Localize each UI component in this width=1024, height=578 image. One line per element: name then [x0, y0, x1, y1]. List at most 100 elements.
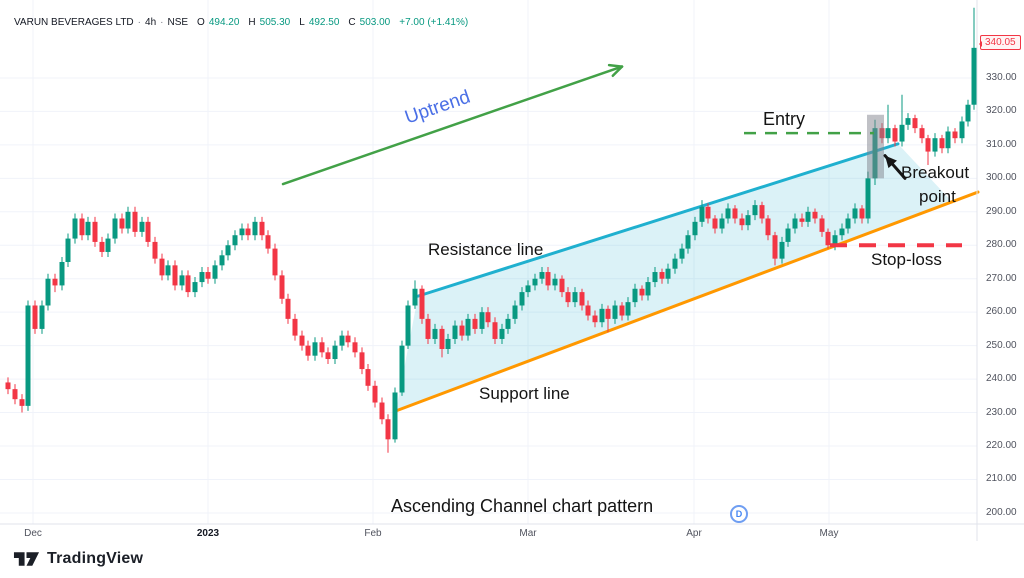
time-axis-label: Mar — [519, 528, 537, 539]
entry-label[interactable]: Entry — [763, 109, 806, 129]
candle-body — [825, 231, 831, 246]
candle-body — [805, 211, 811, 222]
tradingview-logo[interactable]: TradingView — [13, 548, 143, 570]
candle-body — [919, 128, 925, 139]
candle-body — [225, 245, 231, 256]
change-value: +7.00 (+1.41%) — [399, 17, 469, 28]
candle-body — [139, 221, 145, 232]
candle-body — [92, 221, 98, 242]
candle-body — [419, 288, 425, 319]
candle-body — [719, 218, 725, 229]
candle-body — [499, 328, 505, 339]
candle-body — [792, 218, 798, 229]
breakout-arrow-head — [885, 155, 897, 169]
candle-body — [685, 235, 691, 249]
candle-body — [65, 238, 71, 262]
candle-body — [752, 205, 758, 216]
candle-body — [559, 278, 565, 293]
candle-body — [5, 382, 11, 390]
candle-body — [632, 288, 638, 303]
price-axis-label: 220.00 — [986, 440, 1017, 452]
candle-body — [579, 292, 585, 306]
candle-body — [159, 258, 165, 276]
pattern-title: Ascending Channel chart pattern — [391, 496, 654, 516]
stop-loss-label[interactable]: Stop-loss — [871, 250, 942, 269]
high-value: 505.30 — [259, 17, 291, 28]
symbol-name[interactable]: VARUN BEVERAGES LTD — [14, 17, 134, 28]
tradingview-logo-icon — [13, 552, 40, 566]
interval-label[interactable]: 4h — [145, 17, 157, 28]
candle-body — [932, 138, 938, 152]
candle-body — [119, 218, 125, 229]
candle-body — [392, 392, 398, 440]
candle-body — [845, 218, 851, 229]
breakout-label-line2: point — [919, 187, 956, 206]
breakout-highlight-box — [867, 114, 884, 179]
candle-body — [785, 228, 791, 242]
candle-body — [659, 272, 665, 279]
ascending-channel-fill — [396, 143, 952, 411]
support-line-label[interactable]: Support line — [479, 384, 570, 403]
candle-body — [652, 272, 658, 283]
candle-body — [45, 278, 51, 306]
candle-body — [705, 206, 711, 219]
price-axis-label: 300.00 — [986, 172, 1017, 184]
candle-body — [799, 218, 805, 222]
support-trendline — [394, 190, 980, 413]
candle-body — [859, 208, 865, 219]
candle-body — [971, 47, 977, 105]
candle-body — [939, 138, 945, 149]
candle-body — [885, 128, 891, 139]
candle-body — [32, 305, 38, 329]
candle-body — [519, 292, 525, 306]
exchange-label[interactable]: NSE — [167, 17, 189, 28]
candle-body — [532, 278, 538, 286]
uptrend-arrow-head — [607, 63, 624, 68]
candle-body — [305, 345, 311, 356]
candle-body — [645, 282, 651, 296]
symbol-legend[interactable]: VARUN BEVERAGES LTD · 4h · NSE O 494.20 … — [14, 17, 468, 28]
candle-body — [232, 235, 238, 246]
resistance-line-label[interactable]: Resistance line — [428, 240, 544, 259]
candle-body — [839, 228, 845, 236]
candle-body — [545, 272, 551, 286]
candle-body — [619, 305, 625, 316]
price-axis-label: 260.00 — [986, 306, 1017, 318]
close-label: C — [348, 17, 356, 28]
candle-body — [565, 292, 571, 303]
time-axis-label: Dec — [24, 528, 42, 539]
candle-body — [505, 318, 511, 329]
candle-body — [439, 328, 445, 349]
candle-body — [912, 118, 918, 129]
candle-body — [892, 128, 898, 142]
candle-body — [345, 335, 351, 343]
candle-body — [359, 352, 365, 370]
candle-body — [185, 275, 191, 293]
candle-body — [192, 282, 198, 293]
candle-body — [459, 325, 465, 336]
breakout-point-label[interactable]: Breakout point — [901, 161, 969, 209]
candle-body — [765, 218, 771, 236]
candle-body — [319, 342, 325, 353]
candle-body — [679, 248, 685, 259]
candle-body — [572, 292, 578, 303]
candle-body — [739, 218, 745, 226]
price-axis-label: 200.00 — [986, 506, 1017, 518]
candle-body — [599, 308, 605, 323]
candle-body — [339, 335, 345, 346]
candle-body — [252, 221, 258, 236]
dividend-marker-icon[interactable]: D — [730, 505, 748, 523]
candle-body — [25, 305, 31, 406]
candle-body — [205, 272, 211, 279]
resistance-trendline — [416, 142, 900, 298]
candle-body — [332, 345, 338, 360]
candle-body — [12, 389, 18, 400]
candle-body — [325, 352, 331, 360]
candle-body — [525, 285, 531, 293]
close-value: 503.00 — [359, 17, 391, 28]
candle-body — [245, 228, 251, 236]
open-label: O — [197, 17, 205, 28]
candle-body — [492, 322, 498, 339]
